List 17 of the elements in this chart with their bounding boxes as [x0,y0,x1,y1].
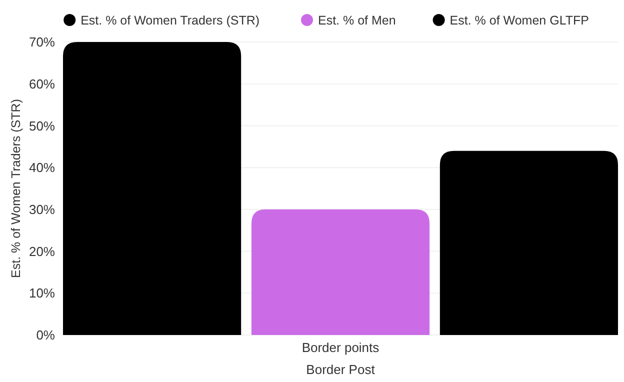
legend-label: Est. % of Men [318,13,396,28]
bar [251,209,430,335]
bar [440,150,618,335]
y-tick-label: 20% [28,244,56,259]
y-tick-label: 60% [28,76,56,92]
legend-label: Est. % of Women GLTFP [450,13,589,28]
y-axis-title: Est. % of Women Traders (STR) [9,99,23,278]
legend-label: Est. % of Women Traders (STR) [80,13,260,28]
y-tick-label: 40% [28,160,56,176]
x-tick-label: Border points [302,340,380,355]
y-tick-label: 70% [28,34,56,50]
y-tick-label: 50% [28,118,56,134]
y-tick-label: 0% [36,328,56,343]
y-tick-label: 10% [28,286,56,301]
x-axis-title: Border Post [306,362,376,377]
bar [63,42,242,335]
y-tick-label: 30% [28,202,56,217]
